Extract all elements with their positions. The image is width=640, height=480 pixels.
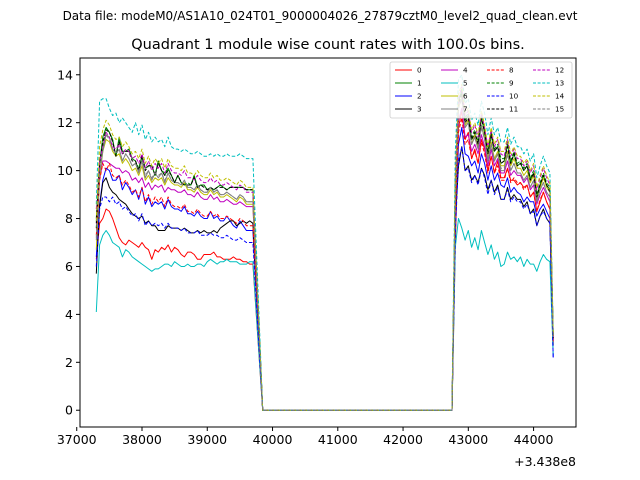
series-line-15 xyxy=(95,98,554,411)
x-tick-label: 37000 xyxy=(57,432,97,447)
series-line-2 xyxy=(95,127,554,411)
axes-frame xyxy=(79,57,577,428)
plot-series-group xyxy=(95,74,554,411)
axes-border xyxy=(79,57,577,428)
x-axis: 37000 38000 39000 40000 41000 42000 43000 44000 xyxy=(57,427,554,447)
y-tick-label: 14 xyxy=(57,67,73,82)
x-tick-label: 44000 xyxy=(514,432,554,447)
y-tick-label: 10 xyxy=(57,163,73,178)
legend-label-0: 0 xyxy=(417,66,422,75)
legend-label-6: 6 xyxy=(463,92,468,101)
legend-label-15: 15 xyxy=(555,105,564,114)
y-axis: 0 2 4 6 8 10 12 14 xyxy=(57,67,80,418)
y-tick-label: 6 xyxy=(65,259,73,274)
legend-label-8: 8 xyxy=(509,66,514,75)
legend-box xyxy=(389,61,573,119)
x-tick-label: 43000 xyxy=(448,432,488,447)
legend-label-9: 9 xyxy=(509,79,514,88)
x-tick-label: 41000 xyxy=(318,432,358,447)
x-tick-label: 39000 xyxy=(187,432,227,447)
legend-label-4: 4 xyxy=(463,66,468,75)
x-tick-label: 42000 xyxy=(383,432,423,447)
y-tick-label: 8 xyxy=(65,211,73,226)
legend-label-3: 3 xyxy=(417,105,422,114)
chart-suptitle: Data file: modeM0/AS1A10_024T01_90000040… xyxy=(63,9,578,23)
x-tick-label: 38000 xyxy=(122,432,162,447)
y-tick-label: 4 xyxy=(65,307,73,322)
legend-label-13: 13 xyxy=(555,79,564,88)
legend-label-14: 14 xyxy=(555,92,565,101)
chart-title: Quadrant 1 module wise count rates with … xyxy=(131,37,525,53)
series-line-10 xyxy=(95,146,554,411)
legend-label-1: 1 xyxy=(417,79,422,88)
y-tick-label: 0 xyxy=(65,403,73,418)
legend-label-11: 11 xyxy=(509,105,518,114)
series-line-6 xyxy=(95,95,554,411)
legend-label-7: 7 xyxy=(463,105,468,114)
legend-label-5: 5 xyxy=(463,79,468,88)
series-line-5 xyxy=(95,218,554,411)
series-line-3 xyxy=(95,146,554,411)
y-tick-label: 12 xyxy=(57,115,73,130)
legend-label-12: 12 xyxy=(555,66,564,75)
legend-label-2: 2 xyxy=(417,92,422,101)
x-axis-offset-label: +3.438e8 xyxy=(514,454,576,469)
series-line-8 xyxy=(95,117,554,411)
legend-label-10: 10 xyxy=(509,92,519,101)
y-tick-label: 2 xyxy=(65,355,73,370)
x-tick-label: 40000 xyxy=(253,432,293,447)
